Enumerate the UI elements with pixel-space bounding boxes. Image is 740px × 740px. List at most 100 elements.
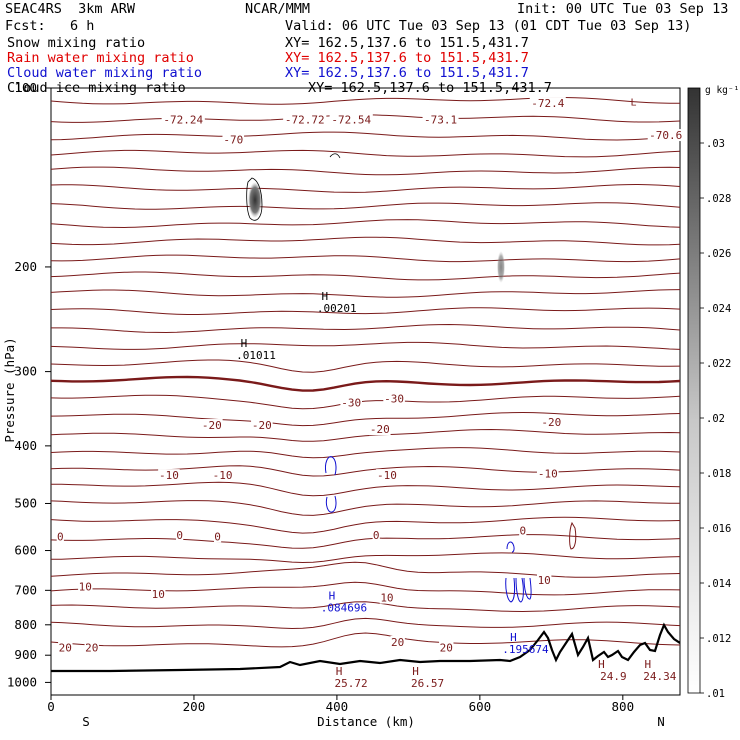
isotherm-label: -30 (341, 396, 361, 409)
maximum-value: .00201 (317, 302, 357, 315)
small-closed-contour (569, 521, 577, 550)
isotherm-label-bg (78, 580, 93, 593)
isotherm-line (51, 166, 680, 176)
colorbar-tick-label: .026 (706, 248, 731, 260)
maximum-marker: H (598, 658, 605, 671)
x-axis-label: Distance (km) (317, 714, 415, 729)
x-tick-label: 600 (469, 699, 492, 714)
isotherm-line (51, 341, 680, 350)
maximum-value: .084696 (321, 602, 367, 615)
isotherm-label-bg (176, 529, 184, 542)
isotherm-line (51, 359, 680, 373)
isotherm-label: -10 (213, 469, 233, 482)
isotherm-line (51, 271, 680, 281)
colorbar-tick-label: .03 (706, 138, 725, 150)
colorbar-tick-label: .018 (706, 468, 731, 480)
isotherm-label: 0 (57, 530, 64, 543)
isotherm-label-bg (422, 113, 459, 126)
isotherm-label-bg (56, 530, 64, 543)
valid-time: Valid: 06 UTC Tue 03 Sep 13 (01 CDT Tue … (285, 18, 692, 34)
mixing-ratio-shading (248, 182, 505, 283)
maximum-marker: H (412, 665, 419, 678)
isotherm-label-bg (368, 423, 391, 436)
isotherm-line (51, 149, 680, 158)
x-tick-label: 800 (612, 699, 635, 714)
isotherm-label: 10 (380, 592, 393, 605)
isotherm-label: -72.54 (331, 114, 371, 127)
isotherm-line (51, 581, 680, 596)
isotherm-line (51, 219, 680, 229)
isotherm-line (51, 534, 680, 549)
isotherm-label: -70.6 (649, 129, 682, 142)
isotherm-label-bg (536, 573, 552, 586)
isotherm-label: 20 (59, 641, 72, 654)
isotherm-label-bg (372, 529, 380, 542)
isotherm-label: -72.72 (285, 114, 325, 127)
isotherm-line (51, 375, 680, 392)
isotherm-label: 0 (373, 529, 380, 542)
cloud-water-contour-a (505, 577, 516, 603)
isotherm-label-bg (213, 530, 222, 543)
isotherm-label: -72.24 (163, 114, 203, 127)
minimum-marker: L (631, 97, 637, 108)
isotherm-label: -20 (202, 419, 222, 432)
isotherm-line (51, 481, 680, 497)
isotherm-line (51, 289, 680, 298)
isotherm-label-bg (211, 469, 234, 482)
isotherm-label-bg (340, 396, 363, 409)
isotherm-line (51, 394, 680, 410)
isotherm-line (51, 236, 680, 246)
colorbar-tick-label: .024 (706, 303, 731, 315)
isotherm-label: -20 (541, 416, 561, 429)
isotherm-label: 20 (440, 641, 453, 654)
field-label-cloud-water: Cloud water mixing ratio (7, 65, 203, 81)
organization: NCAR/MMM (245, 1, 311, 17)
y-axis-label: Pressure (hPa) (2, 337, 17, 442)
isotherm-label: 10 (79, 581, 92, 594)
isotherm-line (51, 500, 680, 516)
x-axis: 0 200 400 600 800 (47, 695, 634, 714)
isotherm-line (51, 516, 680, 534)
isotherm-line (51, 202, 680, 210)
init-time: Init: 00 UTC Tue 03 Sep 13 (517, 1, 729, 17)
isotherm-label: -10 (377, 469, 397, 482)
isotherm-label: 10 (152, 588, 165, 601)
cloud-water-contour-b (515, 577, 524, 603)
isotherm-label: 0 (214, 530, 221, 543)
y-tick-label: 300 (14, 364, 37, 379)
field-xy-cloud-water: XY= 162.5,137.6 to 151.5,431.7 (285, 65, 529, 81)
maximum-marker: H (510, 631, 517, 644)
field-xy-snow: XY= 162.5,137.6 to 151.5,431.7 (285, 35, 529, 51)
model-title: SEAC4RS 3km ARW (5, 1, 136, 17)
isotherm-line (51, 183, 680, 193)
isotherm-labels: -72.24 -70 -72.72 -72.54 -73.1 -72.4 -70.6 -30 -… (56, 97, 684, 654)
isotherm-label-bg (84, 641, 99, 654)
isotherm-label: -73.1 (424, 114, 457, 127)
isotherm-label: -20 (370, 423, 390, 436)
maximum-value: .195674 (502, 643, 549, 656)
maximum-marker: H (321, 290, 328, 303)
colorbar-tick-label: .016 (706, 523, 731, 535)
snow-contour (329, 153, 341, 159)
isotherm-label-bg (519, 524, 527, 537)
isotherm-label-bg (529, 97, 566, 110)
isotherm-label: -70 (223, 133, 243, 146)
x-tick-label: 400 (326, 699, 349, 714)
x-end-label-north: N (657, 714, 665, 729)
isotherm-label-bg (151, 587, 166, 600)
cloud-water-contour-upper (325, 456, 337, 476)
colorbar-tick-label: .02 (706, 413, 725, 425)
cloud-ice-maximum-shade (248, 182, 262, 218)
forecast-hour: Fcst: 6 h (5, 18, 95, 34)
maximum-marker: H (645, 658, 652, 671)
isotherm-line (51, 323, 680, 334)
isotherm-line (51, 617, 680, 630)
hydrometeor-contours (246, 153, 577, 603)
isotherm-label-bg (647, 129, 684, 142)
y-tick-label: 400 (14, 438, 37, 453)
isotherm-label: 0 (176, 529, 183, 542)
terrain-line (51, 622, 680, 673)
isotherm-line (51, 561, 680, 578)
y-tick-label: 600 (14, 543, 37, 558)
